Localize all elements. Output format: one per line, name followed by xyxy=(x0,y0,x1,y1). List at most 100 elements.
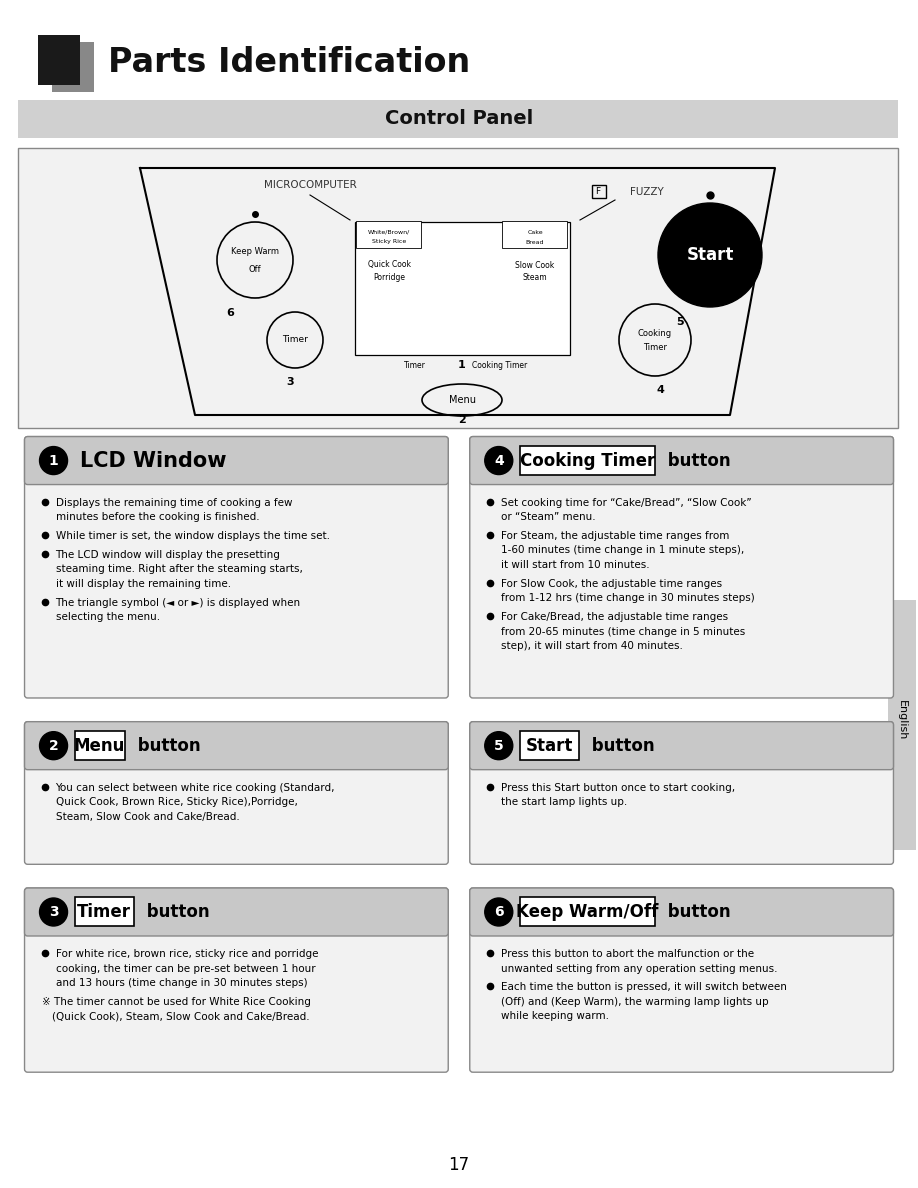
Text: button: button xyxy=(587,737,655,754)
Text: Menu: Menu xyxy=(73,737,125,754)
Text: it will start from 10 minutes.: it will start from 10 minutes. xyxy=(501,560,649,570)
Text: For Steam, the adjustable time ranges from: For Steam, the adjustable time ranges fr… xyxy=(501,531,729,541)
Text: and 13 hours (time change in 30 minutes steps): and 13 hours (time change in 30 minutes … xyxy=(56,978,308,988)
FancyBboxPatch shape xyxy=(356,221,421,248)
Text: Timer: Timer xyxy=(643,343,667,353)
Text: 2: 2 xyxy=(458,415,465,425)
Text: While timer is set, the window displays the time set.: While timer is set, the window displays … xyxy=(56,531,330,541)
Text: Start: Start xyxy=(687,246,733,264)
Circle shape xyxy=(485,447,513,474)
Text: Keep Warm: Keep Warm xyxy=(231,247,279,257)
Text: or “Steam” menu.: or “Steam” menu. xyxy=(501,512,596,522)
FancyBboxPatch shape xyxy=(470,887,893,936)
Text: 6: 6 xyxy=(226,308,234,318)
Text: Cooking: Cooking xyxy=(638,329,672,339)
Text: Start: Start xyxy=(526,737,573,754)
Text: Off: Off xyxy=(249,265,262,274)
FancyBboxPatch shape xyxy=(470,887,893,1073)
FancyBboxPatch shape xyxy=(52,42,94,91)
FancyBboxPatch shape xyxy=(520,731,579,759)
FancyBboxPatch shape xyxy=(470,436,893,485)
Text: button: button xyxy=(662,903,731,921)
Text: English: English xyxy=(897,700,907,740)
FancyBboxPatch shape xyxy=(25,721,448,770)
Text: For Cake/Bread, the adjustable time ranges: For Cake/Bread, the adjustable time rang… xyxy=(501,612,728,623)
Text: Steam: Steam xyxy=(522,273,547,283)
Text: 3: 3 xyxy=(49,905,59,920)
Text: Menu: Menu xyxy=(449,394,476,405)
Text: Press this Start button once to start cooking,: Press this Start button once to start co… xyxy=(501,783,735,792)
Text: Sticky Rice: Sticky Rice xyxy=(372,240,406,245)
Text: Control Panel: Control Panel xyxy=(385,109,533,128)
Text: 1-60 minutes (time change in 1 minute steps),: 1-60 minutes (time change in 1 minute st… xyxy=(501,545,744,556)
Text: Steam, Slow Cook and Cake/Bread.: Steam, Slow Cook and Cake/Bread. xyxy=(56,811,240,822)
Text: minutes before the cooking is finished.: minutes before the cooking is finished. xyxy=(56,512,259,522)
Text: The triangle symbol (◄ or ►) is displayed when: The triangle symbol (◄ or ►) is displaye… xyxy=(56,598,301,607)
Circle shape xyxy=(658,203,762,307)
Text: button: button xyxy=(662,451,731,469)
FancyBboxPatch shape xyxy=(520,446,655,474)
Circle shape xyxy=(485,898,513,925)
FancyBboxPatch shape xyxy=(888,600,916,849)
FancyBboxPatch shape xyxy=(502,221,567,248)
Text: The LCD window will display the presetting: The LCD window will display the presetti… xyxy=(56,550,280,560)
Text: Quick Cook: Quick Cook xyxy=(367,260,410,270)
Text: FUZZY: FUZZY xyxy=(630,187,664,197)
FancyBboxPatch shape xyxy=(470,436,893,699)
Text: Cooking Timer: Cooking Timer xyxy=(520,451,655,469)
Text: Bread: Bread xyxy=(526,240,544,245)
Text: LCD Window: LCD Window xyxy=(80,450,226,470)
Circle shape xyxy=(39,447,68,474)
Text: cooking, the timer can be pre-set between 1 hour: cooking, the timer can be pre-set betwee… xyxy=(56,963,315,973)
Circle shape xyxy=(39,732,68,759)
Text: 4: 4 xyxy=(656,385,664,394)
FancyBboxPatch shape xyxy=(470,721,893,770)
Text: 5: 5 xyxy=(494,739,504,753)
Text: Timer: Timer xyxy=(404,360,426,369)
FancyBboxPatch shape xyxy=(25,887,448,936)
Text: from 20-65 minutes (time change in 5 minutes: from 20-65 minutes (time change in 5 min… xyxy=(501,626,745,637)
Text: step), it will start from 40 minutes.: step), it will start from 40 minutes. xyxy=(501,642,683,651)
Text: Parts Identification: Parts Identification xyxy=(108,45,470,78)
Text: For white rice, brown rice, sticky rice and porridge: For white rice, brown rice, sticky rice … xyxy=(56,949,318,959)
FancyBboxPatch shape xyxy=(355,222,570,355)
Text: Quick Cook, Brown Rice, Sticky Rice),Porridge,: Quick Cook, Brown Rice, Sticky Rice),Por… xyxy=(56,797,297,807)
FancyBboxPatch shape xyxy=(38,34,80,86)
Circle shape xyxy=(39,898,68,925)
Text: 5: 5 xyxy=(677,317,684,327)
Text: while keeping warm.: while keeping warm. xyxy=(501,1011,609,1022)
Text: MICROCOMPUTER: MICROCOMPUTER xyxy=(263,181,356,190)
Text: (Off) and (Keep Warm), the warming lamp lights up: (Off) and (Keep Warm), the warming lamp … xyxy=(501,997,768,1007)
Text: selecting the menu.: selecting the menu. xyxy=(56,612,160,623)
Text: Cooking Timer: Cooking Timer xyxy=(473,360,528,369)
Text: Press this button to abort the malfunction or the: Press this button to abort the malfuncti… xyxy=(501,949,754,959)
Text: 4: 4 xyxy=(494,454,504,468)
Text: Cake: Cake xyxy=(527,229,543,234)
Text: 17: 17 xyxy=(448,1156,470,1174)
FancyBboxPatch shape xyxy=(25,721,448,865)
Text: unwanted setting from any operation setting menus.: unwanted setting from any operation sett… xyxy=(501,963,778,973)
Text: the start lamp lights up.: the start lamp lights up. xyxy=(501,797,627,807)
Text: Timer: Timer xyxy=(282,335,308,345)
Text: You can select between white rice cooking (Standard,: You can select between white rice cookin… xyxy=(56,783,335,792)
Text: (Quick Cook), Steam, Slow Cook and Cake/Bread.: (Quick Cook), Steam, Slow Cook and Cake/… xyxy=(51,1011,309,1022)
FancyBboxPatch shape xyxy=(520,897,655,925)
Text: from 1-12 hrs (time change in 30 minutes steps): from 1-12 hrs (time change in 30 minutes… xyxy=(501,593,755,604)
Text: button: button xyxy=(131,737,200,754)
FancyBboxPatch shape xyxy=(18,100,898,138)
FancyBboxPatch shape xyxy=(74,731,125,759)
Text: Set cooking time for “Cake/Bread”, “Slow Cook”: Set cooking time for “Cake/Bread”, “Slow… xyxy=(501,498,752,507)
Text: 1: 1 xyxy=(49,454,59,468)
Text: Slow Cook: Slow Cook xyxy=(515,260,554,270)
Text: Each time the button is pressed, it will switch between: Each time the button is pressed, it will… xyxy=(501,982,787,992)
FancyBboxPatch shape xyxy=(74,897,134,925)
Text: Timer: Timer xyxy=(77,903,131,921)
Text: steaming time. Right after the steaming starts,: steaming time. Right after the steaming … xyxy=(56,564,302,574)
Text: 1: 1 xyxy=(458,360,465,369)
FancyBboxPatch shape xyxy=(18,148,898,428)
Text: Displays the remaining time of cooking a few: Displays the remaining time of cooking a… xyxy=(56,498,292,507)
Text: F: F xyxy=(596,188,600,196)
Text: White/Brown/: White/Brown/ xyxy=(368,229,410,234)
FancyBboxPatch shape xyxy=(470,721,893,865)
Text: 2: 2 xyxy=(49,739,59,753)
